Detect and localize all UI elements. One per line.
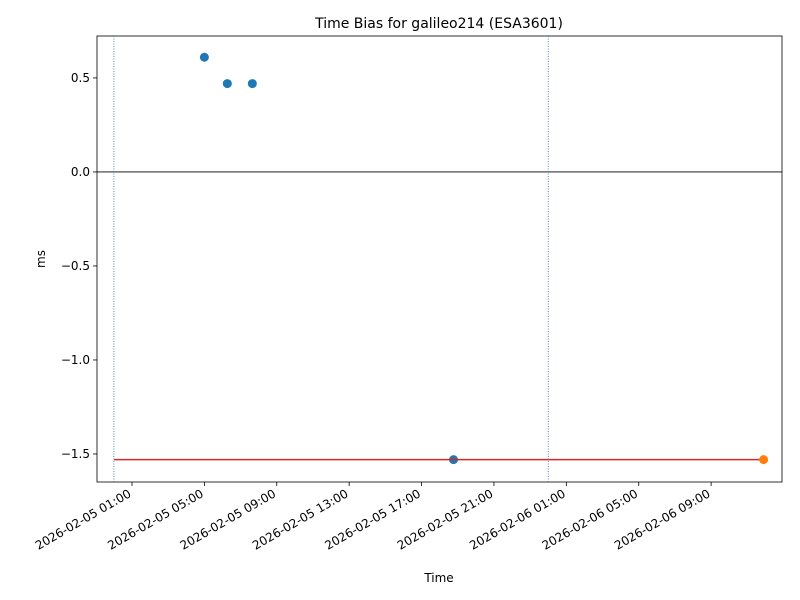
point xyxy=(222,79,232,89)
point xyxy=(759,455,769,465)
chart-title: Time Bias for galileo214 (ESA3601) xyxy=(314,16,563,32)
point xyxy=(199,52,209,62)
x-axis-label: Time xyxy=(423,571,453,585)
point xyxy=(247,79,257,89)
y-tick-label: −0.5 xyxy=(61,259,90,273)
y-tick-label: 0.0 xyxy=(71,165,90,179)
axes-frame xyxy=(96,35,783,483)
y-axis-label: ms xyxy=(34,250,48,268)
y-tick-label: −1.0 xyxy=(61,353,90,367)
y-tick-label: 0.5 xyxy=(71,71,90,85)
y-tick-label: −1.5 xyxy=(61,447,90,461)
